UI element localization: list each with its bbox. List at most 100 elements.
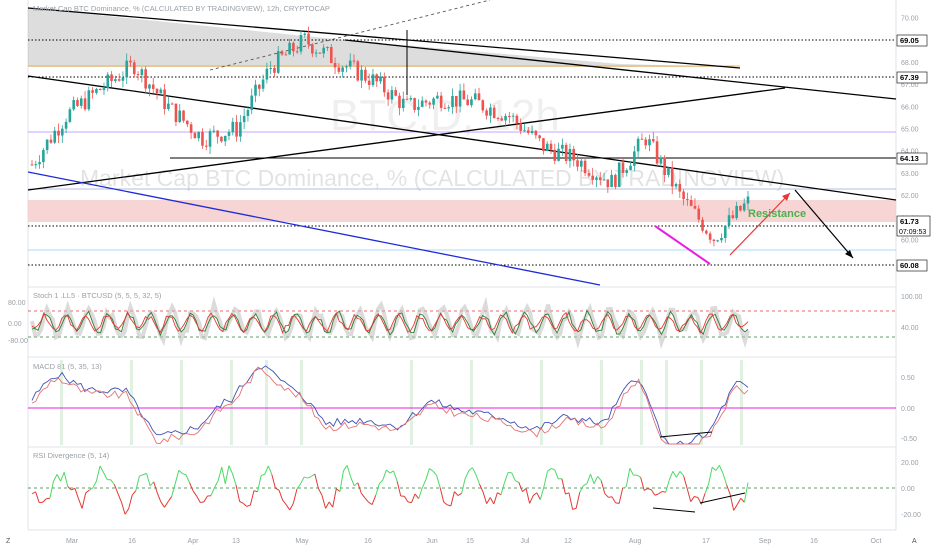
candle-body [629,165,632,171]
rsi-segment [525,488,531,504]
candle-body [561,144,564,149]
candle-body [265,68,269,80]
time-axis-label: 16 [810,538,818,545]
rsi-segment [110,479,115,485]
candle-body [193,132,197,139]
zoom-toggle-button[interactable]: Z [6,538,11,545]
ascending-trendline [27,87,786,191]
rsi-segment [586,474,591,484]
candle-body [432,98,435,105]
rsi-segment [275,487,280,491]
rsi-segment [661,491,666,493]
candle-body [712,239,716,241]
candle-body [284,54,288,56]
candle-body [598,177,602,181]
candle-body [553,149,557,161]
candle-body [492,107,496,118]
rsi-segment [600,480,606,494]
candle-body [246,109,250,117]
rsi-segment [740,497,745,503]
rsi-segment [278,489,284,501]
candle-body [686,199,689,201]
rsi-segment [497,492,502,496]
rsi-segment [346,465,352,478]
stoch-right-tick: 40.00 [901,325,919,332]
pane-title-macd: MACD 81 (5, 35, 13) [33,362,102,371]
rsi-segment [164,501,169,508]
rsi-segment [128,494,133,509]
rsi-segment [371,495,377,505]
macd-signal-line [31,366,749,445]
rsi-segment [160,501,165,508]
rsi-segment [253,490,258,493]
candle-body [564,144,568,162]
candle-body [129,60,132,63]
rsi-segment [658,491,663,495]
price-tag-countdown: 07:09:53 [899,229,926,236]
rsi-segment [665,480,670,493]
macd-highlight-bar [665,360,668,445]
rsi-segment [289,503,294,511]
auto-scale-button[interactable]: A [912,538,917,545]
candle-body [545,143,549,152]
candle-body [121,77,125,81]
candle-body [295,51,299,53]
rsi-segment [522,488,527,493]
rsi-segment [239,501,244,504]
candle-body [401,98,405,109]
candle-body [663,157,666,175]
rsi-segment [672,471,677,478]
macd-highlight-bar [470,360,473,445]
candle-body [299,35,303,52]
candle-body [140,69,144,75]
rsi-segment [572,507,577,510]
rsi-segment [543,471,549,487]
rsi-segment [171,483,176,497]
candle-body [617,162,621,187]
rsi-segment [217,466,223,481]
rsi-segment [196,495,201,503]
candle-body [424,100,428,103]
candle-body [519,123,522,131]
macd-right-tick: -0.50 [901,436,917,443]
macd-highlight-bar [640,360,643,445]
price-axis-tick: 70.00 [901,16,919,23]
price-tag-box [896,34,928,47]
rsi-segment [224,465,230,484]
rsi-segment [249,490,255,506]
rsi-segment [146,473,151,487]
rsi-segment [285,504,291,511]
rsi-segment [74,488,80,500]
rsi-segment [690,496,695,502]
price-axis-tick: 60.00 [901,238,919,245]
candle-body [356,61,360,81]
rsi-segment [131,490,137,496]
candle-body [610,174,613,188]
rsi-segment [511,472,516,481]
candle-body [523,130,526,132]
candle-body [167,103,170,110]
candle-body [534,130,538,136]
rsi-segment [282,499,287,505]
price-tag-last: 61.73 [900,217,919,226]
time-axis-label: Apr [188,538,200,545]
time-axis[interactable]: Mar 16 Apr 13 May 16 Jun 15 Jul 12 Aug 17 Sep 16 Oct [66,538,882,545]
candle-body [727,215,731,226]
candle-body [314,52,318,54]
rsi-segment [461,478,466,494]
rsi-segment [174,470,180,484]
candles [30,26,750,247]
rsi-segment [67,486,72,491]
candle-body [742,203,746,211]
candle-body [636,138,640,152]
candle-body [242,116,246,123]
candle-body [360,69,363,81]
candle-body [288,42,291,55]
candle-body [269,67,272,69]
rsi-segment [142,472,147,476]
candle-body [644,139,648,146]
rsi-segment [486,497,491,504]
rsi-segment [264,465,269,475]
